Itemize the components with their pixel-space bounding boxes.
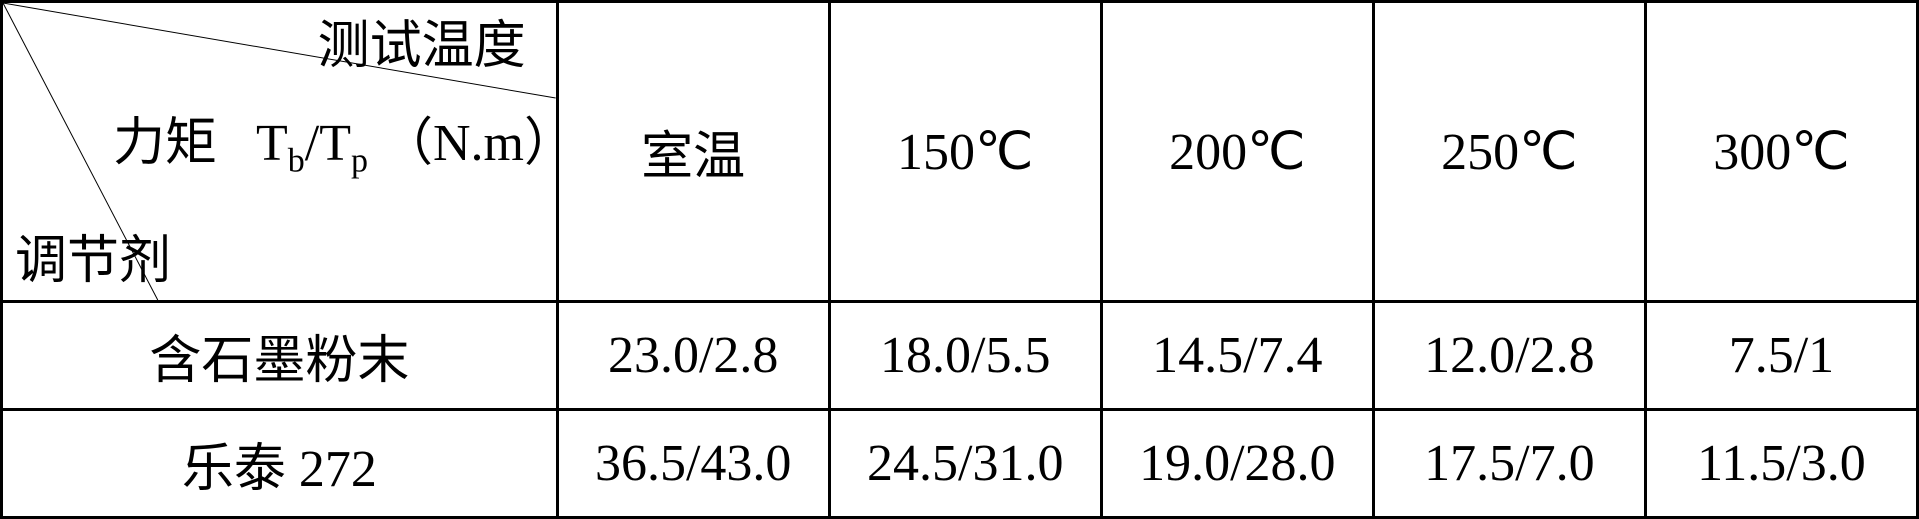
diagonal-header-cell: 测试温度 力矩 Tb/Tp （N.m） 调节剂 [2,2,558,302]
data-table: 测试温度 力矩 Tb/Tp （N.m） 调节剂 室温 150℃ 200℃ 250… [0,0,1919,519]
diag-label-mid: 力矩 Tb/Tp （N.m） [113,118,576,178]
data-cell: 36.5/43.0 [557,410,829,518]
row-label: 乐泰 272 [2,410,558,518]
table-row: 乐泰 272 36.5/43.0 24.5/31.0 19.0/28.0 17.… [2,410,1918,518]
row-label: 含石墨粉末 [2,302,558,410]
table-header-row: 测试温度 力矩 Tb/Tp （N.m） 调节剂 室温 150℃ 200℃ 250… [2,2,1918,302]
data-cell: 24.5/31.0 [829,410,1101,518]
data-cell: 23.0/2.8 [557,302,829,410]
data-cell: 12.0/2.8 [1373,302,1645,410]
table-row: 含石墨粉末 23.0/2.8 18.0/5.5 14.5/7.4 12.0/2.… [2,302,1918,410]
diag-label-top: 测试温度 [318,21,526,73]
data-table-container: 测试温度 力矩 Tb/Tp （N.m） 调节剂 室温 150℃ 200℃ 250… [0,0,1919,517]
col-header: 200℃ [1101,2,1373,302]
col-header: 300℃ [1645,2,1917,302]
data-cell: 14.5/7.4 [1101,302,1373,410]
data-cell: 17.5/7.0 [1373,410,1645,518]
col-header: 室温 [557,2,829,302]
diag-label-bottom: 调节剂 [15,236,171,288]
col-header: 250℃ [1373,2,1645,302]
data-cell: 11.5/3.0 [1645,410,1917,518]
col-header: 150℃ [829,2,1101,302]
data-cell: 19.0/28.0 [1101,410,1373,518]
data-cell: 7.5/1 [1645,302,1917,410]
data-cell: 18.0/5.5 [829,302,1101,410]
